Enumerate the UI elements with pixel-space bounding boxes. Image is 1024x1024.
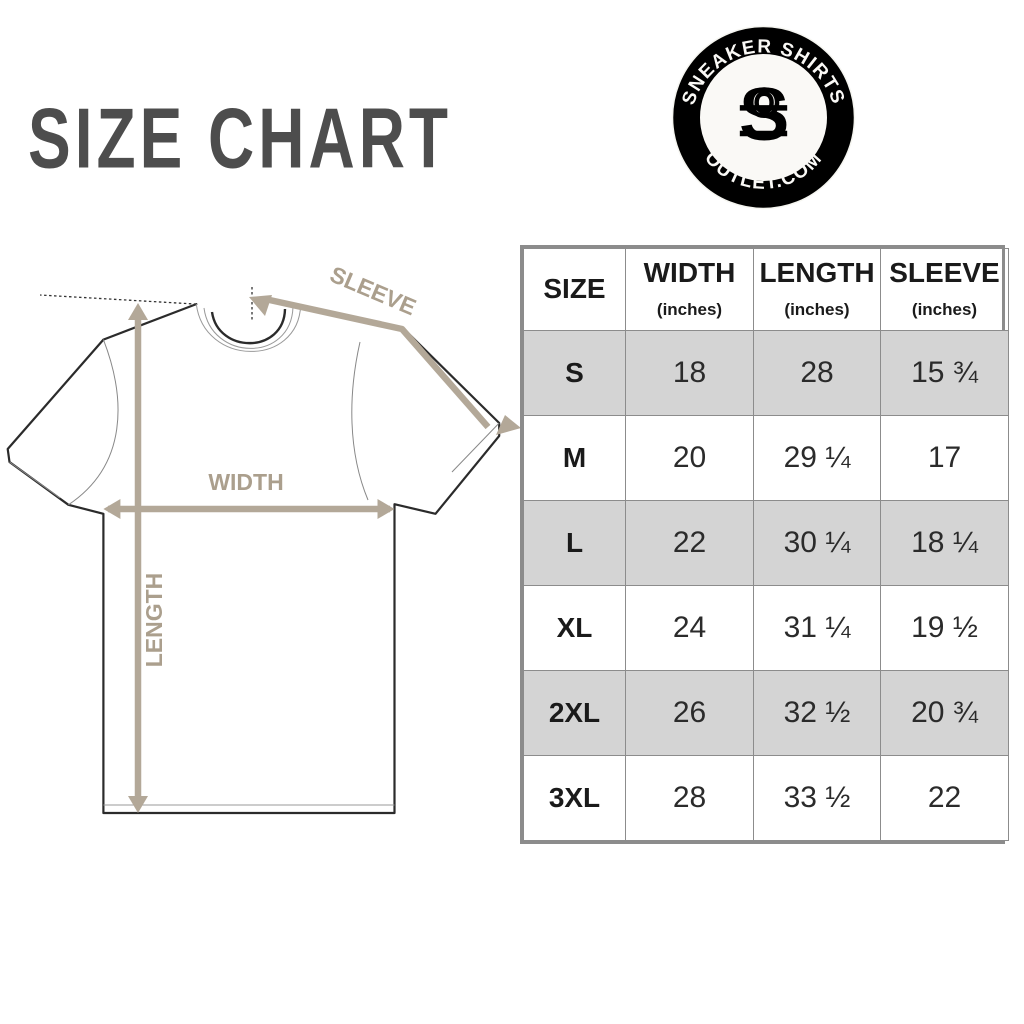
svg-text:SLEEVE: SLEEVE <box>326 261 420 320</box>
svg-text:LENGTH: LENGTH <box>141 573 167 668</box>
svg-text:O: O <box>750 82 779 124</box>
svg-text:WIDTH: WIDTH <box>208 469 283 495</box>
